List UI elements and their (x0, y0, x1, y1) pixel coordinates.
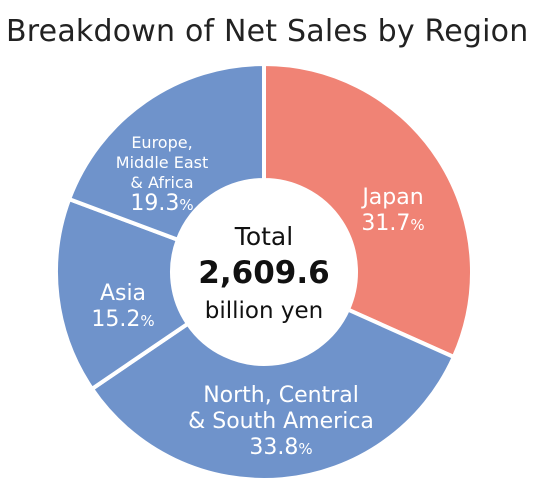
slice-percentage: 15.2 (91, 307, 140, 332)
slice-label-line: & Africa (130, 173, 193, 192)
slice-labels: Japan 31.7%North, Central & South America 3… (91, 133, 424, 460)
slice-percentage: 19.3 (130, 191, 179, 216)
center-total: Total 2,609.6 billion yen (198, 222, 329, 324)
slice-label-line: North, Central (203, 383, 359, 408)
slice-percentage: 33.8 (249, 435, 298, 460)
slice-label-asia: Asia 15.2% (91, 281, 154, 332)
slice-label-north-central-south-america: North, Central & South America 33.8% (188, 383, 374, 460)
center-total-unit: billion yen (205, 298, 323, 324)
chart-title: Breakdown of Net Sales by Region (6, 14, 529, 49)
center-total-label: Total (234, 222, 293, 251)
slice-label-japan: Japan 31.7% (360, 185, 424, 236)
slice-percent-sign: % (140, 312, 154, 330)
slice-percentage: 31.7 (361, 211, 410, 236)
slice-percent-sign: % (298, 440, 312, 458)
slice-label-line: Middle East (116, 153, 208, 172)
slice-label-line: Asia (100, 281, 146, 306)
slice-percent-sign: % (179, 196, 193, 214)
center-total-value: 2,609.6 (198, 255, 329, 291)
slice-label-europe-middle-east-africa: Europe, Middle East & Africa 19.3% (116, 133, 208, 216)
slice-percent-sign: % (410, 216, 424, 234)
slice-label-line: Japan (360, 185, 423, 210)
donut-hole (172, 180, 356, 364)
slice-label-line: Europe, (131, 133, 192, 152)
slice-label-line: & South America (188, 409, 374, 434)
